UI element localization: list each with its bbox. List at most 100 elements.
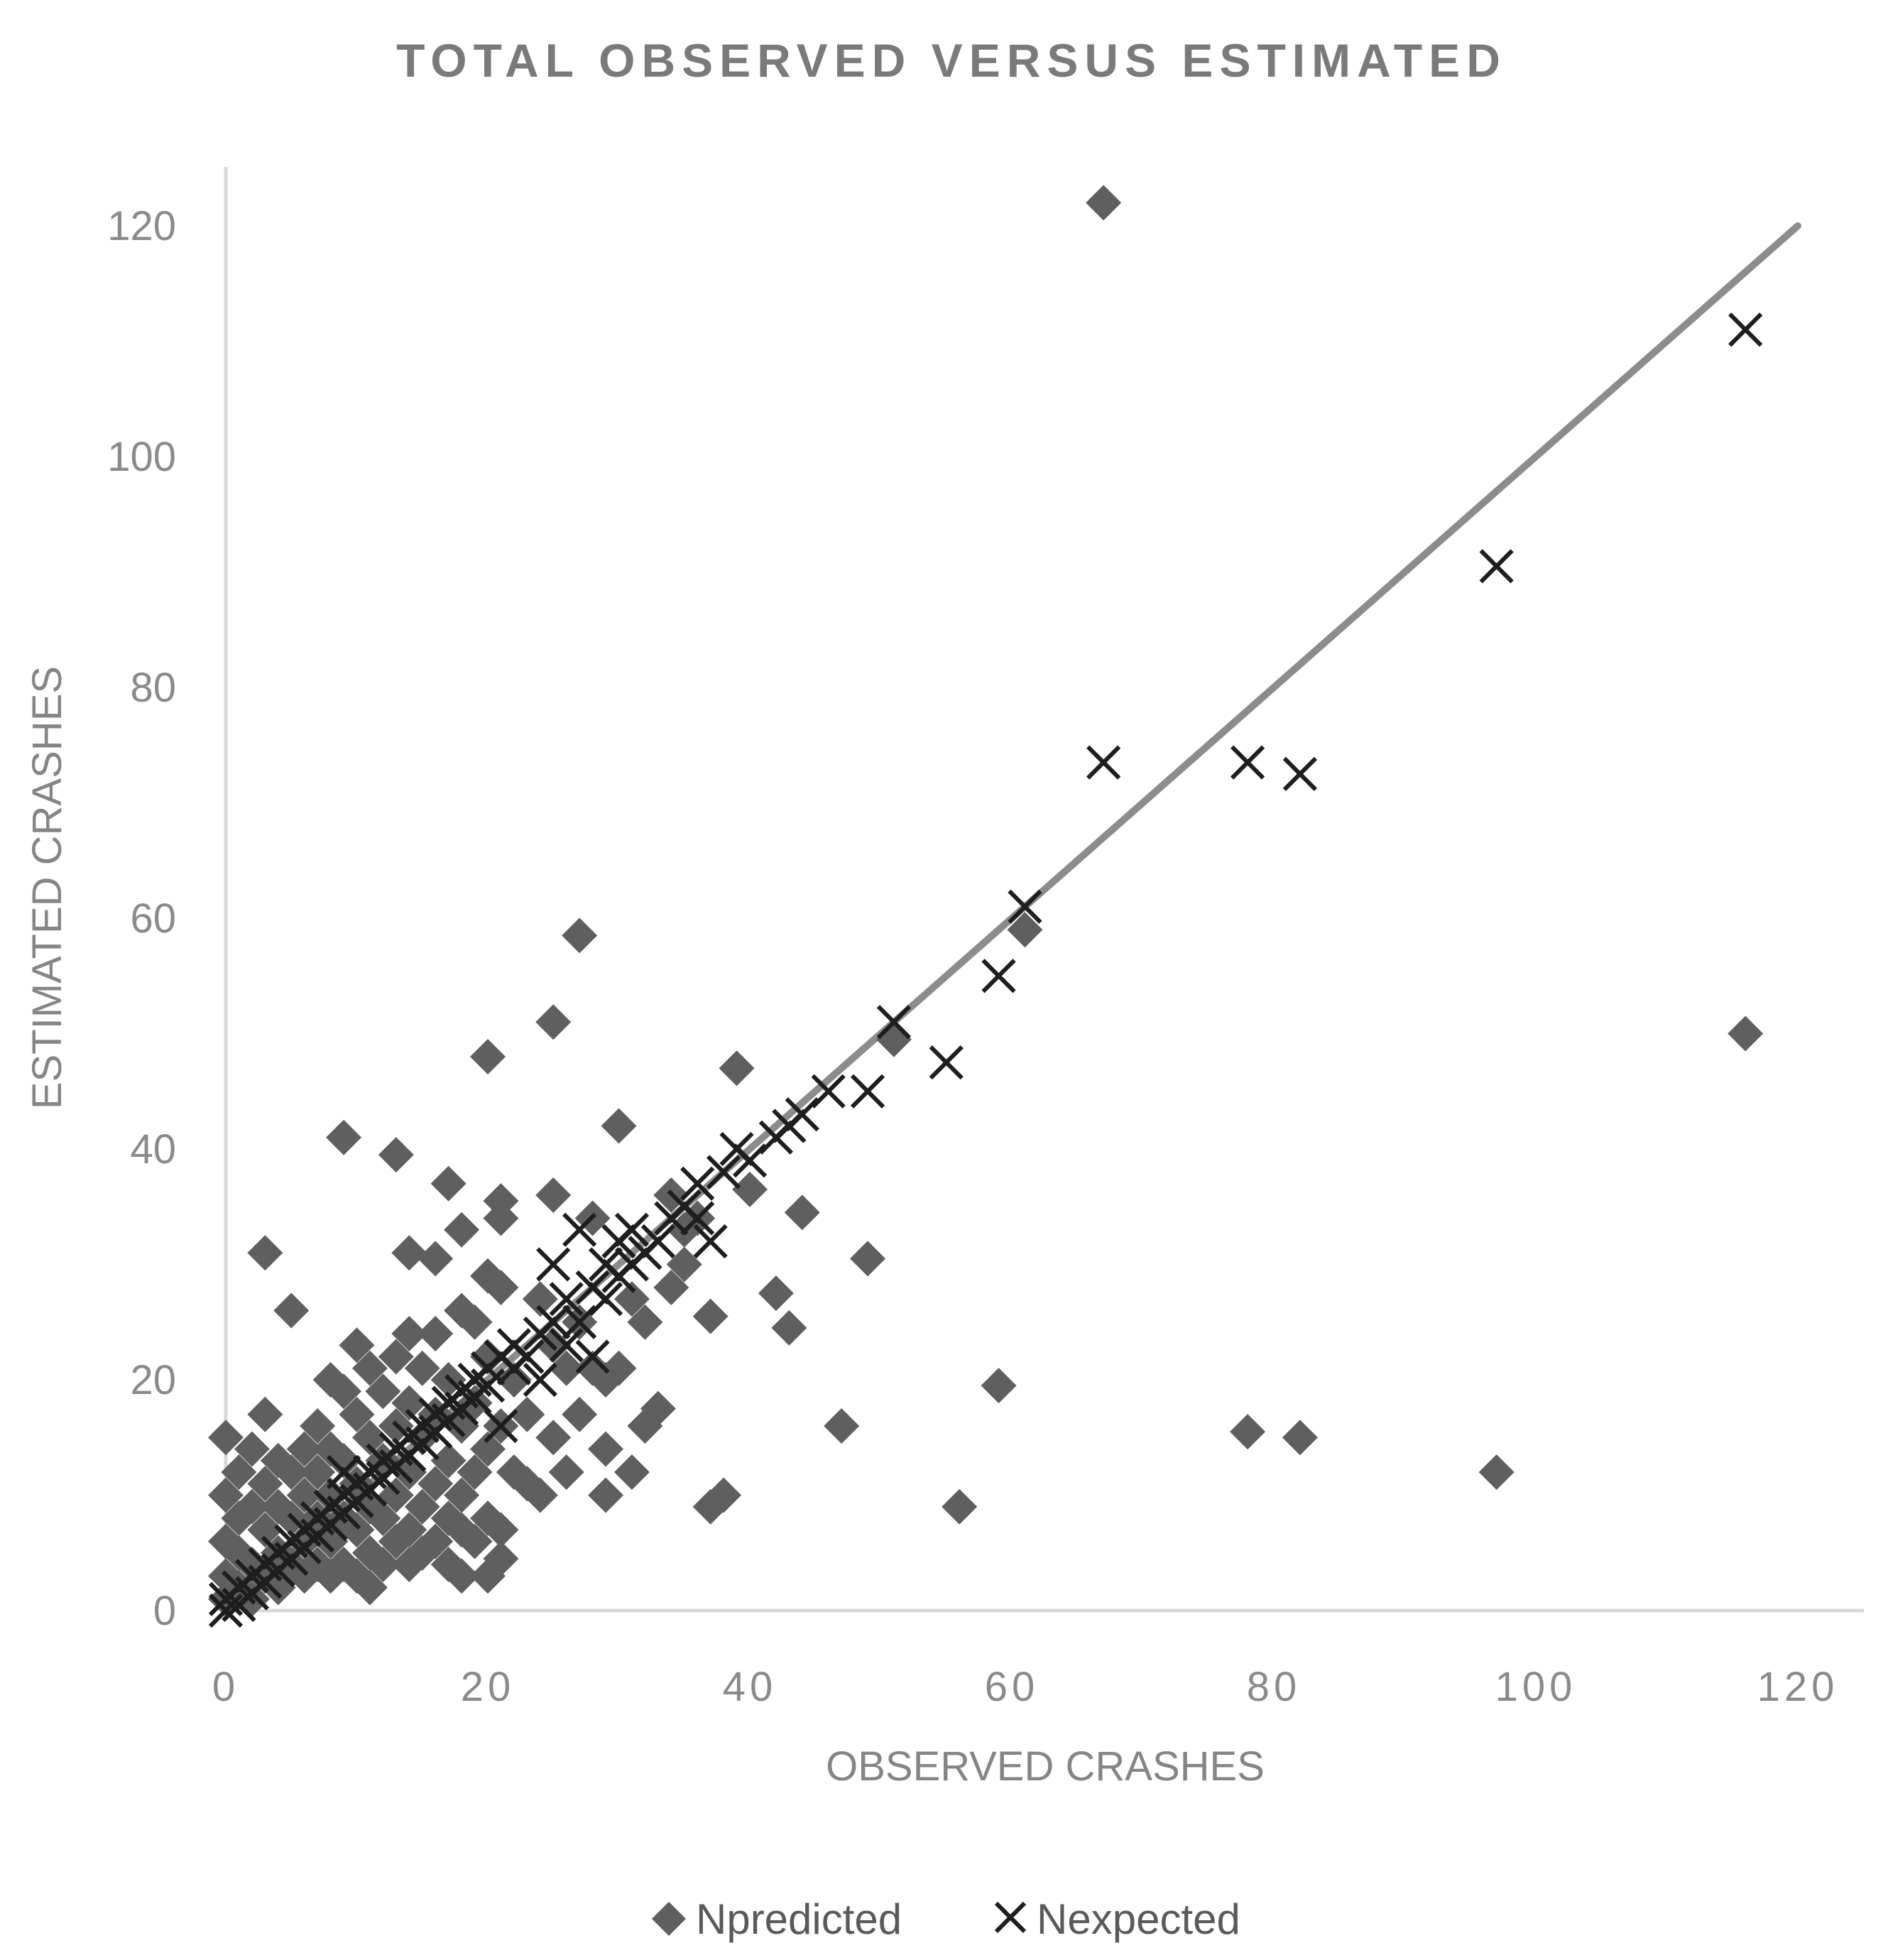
nexpected-point	[1008, 889, 1042, 924]
npredicted-point	[875, 1021, 912, 1057]
npredicted-point	[483, 1270, 519, 1305]
npredicted-point	[418, 1241, 454, 1277]
npredicted-point	[326, 1442, 362, 1479]
npredicted-point	[1230, 1414, 1266, 1450]
npredicted-point	[719, 1050, 755, 1087]
npredicted-point	[470, 1339, 506, 1375]
npredicted-point	[378, 1339, 414, 1375]
npredicted-point	[430, 1442, 466, 1479]
npredicted-point	[1086, 185, 1122, 221]
npredicted-point	[562, 1396, 598, 1432]
npredicted-point	[339, 1327, 375, 1363]
npredicted-point	[457, 1454, 493, 1490]
legend-label-npredicted: Npredicted	[696, 1895, 902, 1943]
nexpected-point	[1479, 549, 1514, 584]
nexpected-point	[484, 1408, 518, 1444]
npredicted-point	[286, 1477, 322, 1513]
npredicted-point	[535, 1420, 572, 1456]
legend-label-nexpected: Nexpected	[1037, 1895, 1240, 1943]
legend-item-nexpected: Nexpected	[994, 1895, 1240, 1943]
y-tick-label: 40	[130, 1126, 176, 1172]
npredicted-point	[535, 1177, 572, 1213]
npredicted-point	[653, 1270, 689, 1305]
npredicted-point	[588, 1431, 624, 1467]
nexpected-point	[1728, 312, 1763, 347]
npredicted-point	[535, 1004, 572, 1040]
npredicted-point	[391, 1316, 427, 1351]
npredicted-point	[496, 1362, 532, 1398]
npredicted-point	[208, 1477, 244, 1513]
series-nexpected	[208, 312, 1763, 1628]
npredicted-point	[981, 1368, 1017, 1404]
nexpected-point	[536, 1247, 571, 1282]
npredicted-point	[221, 1454, 257, 1490]
nexpected-point	[680, 1201, 715, 1236]
npredicted-point	[1728, 1016, 1764, 1052]
npredicted-point	[613, 1281, 650, 1317]
nexpected-point	[562, 1212, 597, 1247]
npredicted-point	[1282, 1420, 1318, 1456]
y-tick-label: 120	[107, 203, 176, 249]
x-tick-label: 20	[461, 1664, 515, 1710]
npredicted-point	[601, 1108, 637, 1144]
nexpected-point	[588, 1282, 623, 1317]
npredicted-point	[483, 1200, 519, 1236]
y-tick-label: 60	[130, 895, 176, 942]
npredicted-point	[247, 1512, 283, 1548]
chart-title: TOTAL OBSERVED VERSUS ESTIMATED	[396, 34, 1507, 87]
legend-diamond-icon	[652, 1902, 686, 1936]
npredicted-point	[509, 1396, 545, 1432]
npredicted-point	[391, 1235, 427, 1271]
npredicted-point	[378, 1477, 414, 1513]
npredicted-point	[208, 1420, 244, 1456]
npredicted-point	[942, 1488, 978, 1525]
y-tick-label: 0	[153, 1588, 176, 1634]
nexpected-point	[1230, 745, 1265, 780]
y-tick-label: 100	[107, 434, 176, 480]
x-tick-label: 100	[1495, 1664, 1577, 1710]
npredicted-point	[391, 1512, 427, 1548]
x-tick-label: 80	[1247, 1664, 1302, 1710]
npredicted-point	[758, 1275, 794, 1312]
nexpected-point	[1282, 756, 1318, 792]
npredicted-point	[430, 1165, 466, 1202]
nexpected-point	[536, 1305, 571, 1339]
nexpected-point	[929, 1045, 964, 1080]
npredicted-point	[326, 1373, 362, 1410]
npredicted-point	[666, 1246, 702, 1283]
npredicted-point	[378, 1137, 414, 1173]
npredicted-point	[339, 1396, 375, 1432]
npredicted-point	[692, 1298, 729, 1334]
nexpected-point	[680, 1166, 715, 1201]
npredicted-point	[457, 1523, 493, 1559]
nexpected-point	[811, 1074, 846, 1109]
x-axis-title: OBSERVED CRASHES	[826, 1743, 1265, 1790]
npredicted-point	[418, 1316, 454, 1351]
npredicted-point	[404, 1350, 440, 1386]
nexpected-point	[470, 1368, 506, 1403]
npredicted-point	[771, 1310, 807, 1346]
npredicted-point	[418, 1523, 454, 1559]
nexpected-point	[1086, 745, 1121, 780]
nexpected-point	[549, 1282, 584, 1317]
nexpected-point	[693, 1224, 728, 1259]
npredicted-point	[300, 1408, 336, 1444]
npredicted-point	[483, 1540, 519, 1577]
npredicted-point	[1478, 1454, 1515, 1490]
npredicted-point	[339, 1512, 375, 1548]
nexpected-point	[981, 959, 1016, 993]
npredicted-point	[483, 1512, 519, 1548]
nexpected-point	[575, 1339, 610, 1374]
nexpected-point	[706, 1155, 741, 1189]
nexpected-point	[785, 1097, 819, 1132]
y-tick-label: 80	[130, 665, 176, 711]
npredicted-point	[365, 1373, 401, 1410]
npredicted-point	[732, 1171, 768, 1207]
npredicted-point	[444, 1558, 480, 1594]
nexpected-point	[614, 1212, 650, 1247]
npredicted-point	[444, 1477, 480, 1513]
npredicted-point	[850, 1241, 886, 1277]
npredicted-point	[522, 1281, 558, 1317]
npredicted-point	[404, 1488, 440, 1525]
